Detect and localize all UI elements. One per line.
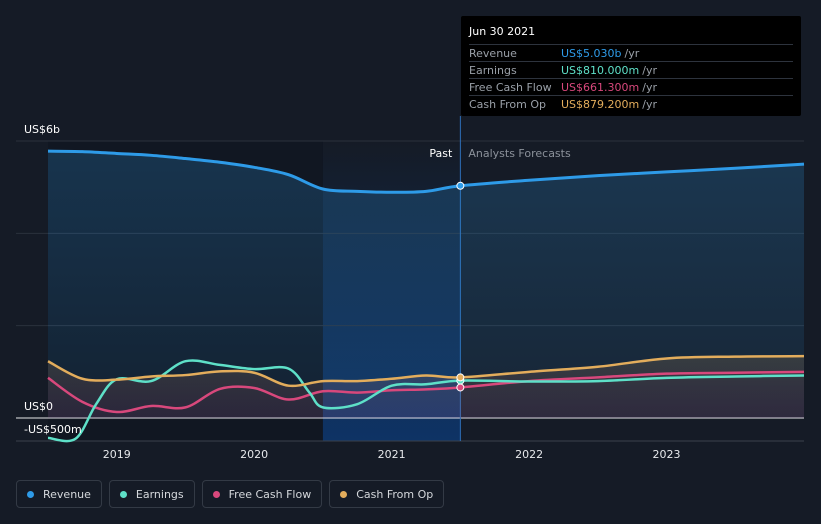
- ytick-label: US$6b: [24, 123, 60, 136]
- past-label: Past: [429, 147, 453, 160]
- xtick-label: 2023: [653, 448, 681, 461]
- tooltip: Jun 30 2021 Revenue US$5.030b /yr Earnin…: [461, 16, 801, 116]
- tooltip-label: Revenue: [469, 46, 517, 60]
- free-cash-flow-marker: [456, 383, 465, 392]
- xtick-label: 2020: [240, 448, 268, 461]
- forecast-label: Analysts Forecasts: [468, 147, 571, 160]
- tooltip-value: US$661.300m: [561, 80, 640, 94]
- tooltip-value: US$879.200m: [561, 97, 640, 111]
- legend-label: Free Cash Flow: [228, 487, 312, 501]
- tooltip-row-revenue: Revenue US$5.030b /yr: [469, 44, 793, 61]
- tooltip-label: Free Cash Flow: [469, 80, 552, 94]
- xtick-label: 2022: [515, 448, 543, 461]
- cash-from-op-line: [47, 354, 805, 388]
- legend-item-free-cash-flow[interactable]: Free Cash Flow: [201, 480, 323, 508]
- free-cash-flow-line: [47, 370, 805, 414]
- free-cash-flow-dot-icon: [212, 490, 220, 498]
- tooltip-row-free-cash-flow: Free Cash Flow US$661.300m /yr: [469, 78, 793, 95]
- ytick-label: US$0: [24, 400, 53, 413]
- legend: Revenue Earnings Free Cash Flow Cash Fro…: [16, 480, 445, 508]
- tooltip-label: Cash From Op: [469, 97, 547, 111]
- revenue-line: [47, 149, 805, 194]
- tooltip-value: US$5.030b: [561, 46, 622, 60]
- ytick-label: -US$500m: [24, 423, 82, 436]
- tooltip-unit: /yr: [642, 97, 657, 111]
- tooltip-unit: /yr: [642, 63, 657, 77]
- legend-label: Earnings: [135, 487, 184, 501]
- xtick-label: 2019: [103, 448, 131, 461]
- tooltip-unit: /yr: [642, 80, 657, 94]
- cash-from-op-dot-icon: [340, 490, 348, 498]
- tooltip-value: US$810.000m: [561, 63, 640, 77]
- earnings-dot-icon: [119, 490, 127, 498]
- cash-from-op-marker: [456, 373, 465, 382]
- legend-item-earnings[interactable]: Earnings: [108, 480, 195, 508]
- tooltip-unit: /yr: [624, 46, 640, 60]
- revenue-marker: [456, 181, 465, 190]
- revenue-dot-icon: [27, 490, 34, 498]
- legend-item-revenue[interactable]: Revenue: [16, 480, 102, 508]
- tooltip-row-cash-from-op: Cash From Op US$879.200m /yr: [469, 95, 793, 112]
- legend-label: Cash From Op: [356, 487, 434, 501]
- revenue-area: [48, 151, 804, 418]
- xtick-label: 2021: [378, 448, 406, 461]
- tooltip-date: Jun 30 2021: [469, 25, 536, 38]
- cash-area: [48, 356, 804, 418]
- legend-label: Revenue: [43, 487, 91, 501]
- tooltip-row-earnings: Earnings US$810.000m /yr: [469, 61, 793, 78]
- tooltip-label: Earnings: [469, 63, 517, 77]
- legend-item-cash-from-op[interactable]: Cash From Op: [329, 480, 445, 508]
